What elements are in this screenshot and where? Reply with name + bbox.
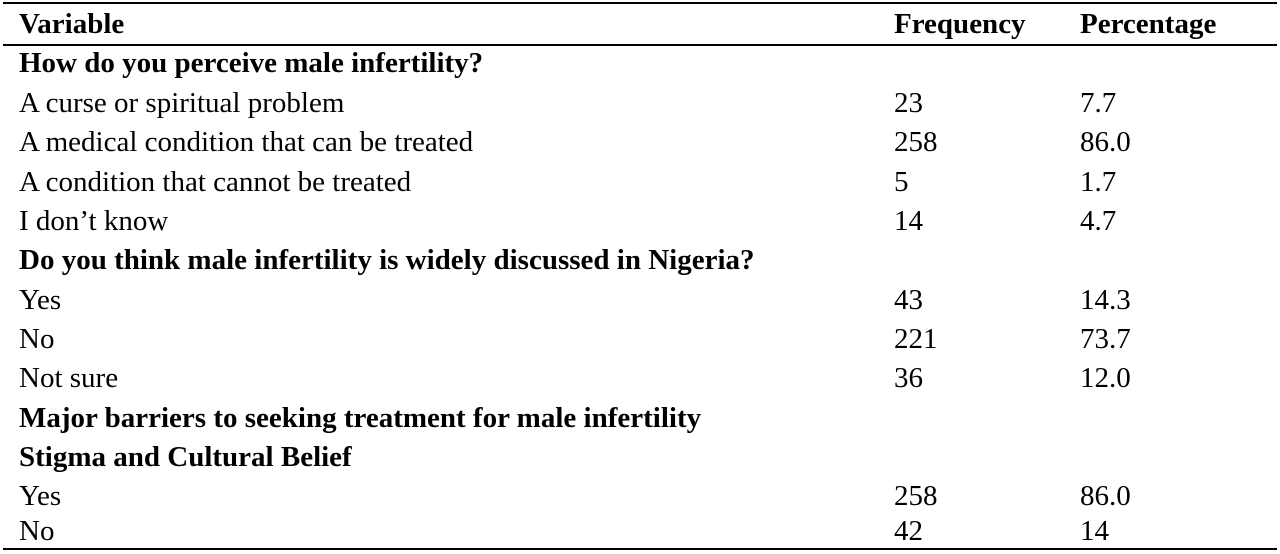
table-row: No 42 14 — [3, 512, 1277, 551]
row-label: No — [19, 515, 55, 547]
row-label: Yes — [19, 284, 62, 316]
row-frequency: 14 — [894, 205, 923, 237]
table-row: I don’t know 14 4.7 — [3, 202, 1277, 241]
row-percentage: 14 — [1080, 515, 1109, 547]
table-header: Variable Frequency Percentage — [3, 4, 1277, 46]
row-frequency: 258 — [894, 126, 938, 158]
row-label: No — [19, 323, 55, 355]
section-heading-row: Stigma and Cultural Belief — [3, 438, 1277, 477]
table-row: A medical condition that can be treated … — [3, 123, 1277, 162]
table-row: Not sure 36 12.0 — [3, 359, 1277, 398]
row-percentage: 14.3 — [1080, 284, 1131, 316]
row-percentage: 86.0 — [1080, 126, 1131, 158]
row-label: A curse or spiritual problem — [19, 87, 345, 119]
section-heading-row: Major barriers to seeking treatment for … — [3, 399, 1277, 438]
row-label: Yes — [19, 480, 62, 512]
section-heading-row: Do you think male infertility is widely … — [3, 241, 1277, 280]
row-label: How do you perceive male infertility? — [19, 47, 484, 79]
header-frequency: Frequency — [894, 8, 1026, 40]
row-frequency: 258 — [894, 480, 938, 512]
frequency-table: Variable Frequency Percentage How do you… — [3, 2, 1277, 550]
section-heading-row: How do you perceive male infertility? — [3, 44, 1277, 83]
row-label: A condition that cannot be treated — [19, 166, 412, 198]
row-label: I don’t know — [19, 205, 169, 237]
row-frequency: 42 — [894, 515, 923, 547]
row-label: A medical condition that can be treated — [19, 126, 474, 158]
row-percentage: 12.0 — [1080, 362, 1131, 394]
header-variable: Variable — [19, 8, 125, 40]
row-label: Do you think male infertility is widely … — [19, 244, 755, 276]
row-percentage: 4.7 — [1080, 205, 1117, 237]
row-frequency: 36 — [894, 362, 923, 394]
table-row: No 221 73.7 — [3, 320, 1277, 359]
row-frequency: 23 — [894, 87, 923, 119]
row-frequency: 5 — [894, 166, 909, 198]
row-label: Not sure — [19, 362, 119, 394]
row-label: Stigma and Cultural Belief — [19, 441, 352, 473]
table-row: A condition that cannot be treated 5 1.7 — [3, 163, 1277, 202]
row-percentage: 73.7 — [1080, 323, 1131, 355]
table-row: Yes 258 86.0 — [3, 477, 1277, 516]
row-frequency: 43 — [894, 284, 923, 316]
header-percentage: Percentage — [1080, 8, 1217, 40]
row-label: Major barriers to seeking treatment for … — [19, 402, 702, 434]
table-row: Yes 43 14.3 — [3, 281, 1277, 320]
row-percentage: 7.7 — [1080, 87, 1117, 119]
row-percentage: 1.7 — [1080, 166, 1117, 198]
row-frequency: 221 — [894, 323, 938, 355]
table-row: A curse or spiritual problem 23 7.7 — [3, 84, 1277, 123]
row-percentage: 86.0 — [1080, 480, 1131, 512]
